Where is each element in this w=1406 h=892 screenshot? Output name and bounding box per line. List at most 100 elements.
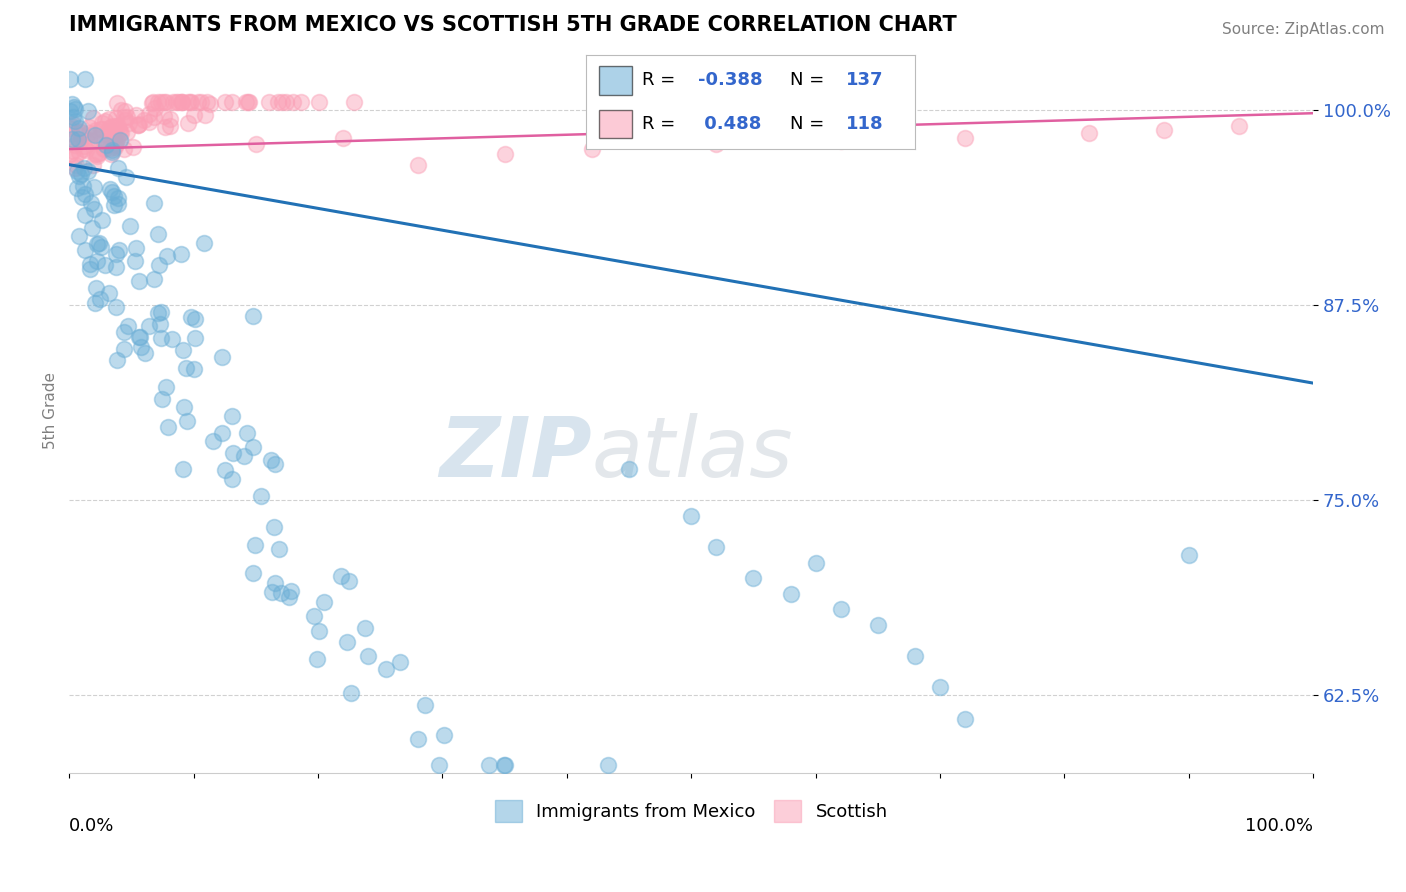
Point (336, 634, 359, 648)
Point (107, 161, 129, 175)
Point (79, 261, 101, 276)
Point (107, 191, 129, 205)
Point (108, 126, 131, 140)
Point (63, 133, 86, 147)
Point (153, 109, 176, 123)
Point (97, 286, 120, 301)
Point (238, 95, 260, 110)
Y-axis label: 5th Grade: 5th Grade (44, 372, 58, 449)
Point (98, 112, 121, 126)
Point (77, 120, 100, 134)
Point (110, 103, 132, 117)
Point (329, 569, 352, 583)
Point (104, 140, 127, 154)
Point (134, 345, 156, 359)
Point (107, 119, 129, 133)
Point (62, 97, 84, 112)
Point (60, 120, 83, 134)
Point (681, 508, 703, 523)
Point (184, 331, 207, 345)
Point (59, 147, 82, 161)
Point (105, 352, 128, 367)
Point (60, 132, 83, 146)
Point (290, 95, 312, 110)
Point (201, 434, 224, 448)
Point (114, 343, 136, 357)
Point (128, 329, 150, 343)
Point (1227, 119, 1250, 133)
Point (77, 104, 100, 119)
Point (172, 95, 194, 110)
Point (90, 122, 112, 136)
Point (179, 95, 201, 110)
Point (172, 343, 194, 357)
Point (242, 440, 264, 454)
Point (91, 141, 114, 155)
Point (104, 260, 127, 274)
Point (65, 159, 87, 173)
Point (194, 108, 217, 122)
Point (162, 95, 184, 110)
Point (953, 131, 976, 145)
Point (308, 624, 330, 638)
Point (263, 520, 285, 534)
Point (73, 186, 96, 201)
Point (242, 566, 264, 581)
Point (93, 134, 115, 148)
Point (193, 236, 215, 251)
Point (66, 132, 89, 146)
Point (304, 609, 326, 624)
Point (243, 538, 266, 552)
Point (94, 114, 117, 128)
Point (187, 95, 209, 110)
Point (146, 227, 169, 241)
Point (101, 119, 124, 133)
Point (128, 274, 150, 288)
Point (112, 142, 135, 156)
Point (83, 202, 105, 217)
Point (105, 132, 128, 146)
Point (72, 179, 94, 194)
Point (76, 134, 98, 148)
Point (494, 758, 516, 772)
Point (375, 662, 398, 676)
Point (142, 196, 165, 211)
Point (86, 254, 108, 268)
Point (354, 621, 377, 635)
Point (1178, 548, 1201, 562)
Point (124, 254, 146, 268)
Text: 0.0%: 0.0% (69, 817, 115, 835)
Point (117, 115, 139, 129)
Point (159, 112, 181, 126)
Point (427, 758, 450, 772)
Point (169, 95, 191, 110)
Point (149, 331, 172, 345)
Point (260, 585, 283, 599)
Point (433, 728, 456, 742)
Point (91, 115, 114, 129)
Point (98, 125, 121, 139)
Point (128, 330, 150, 344)
Point (236, 425, 259, 440)
Point (108, 123, 131, 137)
Point (103, 132, 125, 146)
Point (929, 681, 952, 695)
Point (96, 138, 118, 153)
Point (59, 71, 82, 86)
Point (125, 108, 148, 122)
Point (221, 409, 243, 424)
Point (125, 241, 148, 255)
Point (98, 127, 121, 141)
Point (82, 158, 104, 172)
Point (953, 712, 976, 726)
Point (339, 574, 361, 588)
Point (59, 104, 82, 119)
Point (190, 95, 212, 110)
Point (73, 139, 96, 153)
Point (143, 101, 166, 115)
Point (82, 111, 104, 125)
Point (110, 126, 132, 140)
Point (82, 128, 104, 142)
Point (308, 95, 330, 110)
Point (101, 143, 124, 157)
